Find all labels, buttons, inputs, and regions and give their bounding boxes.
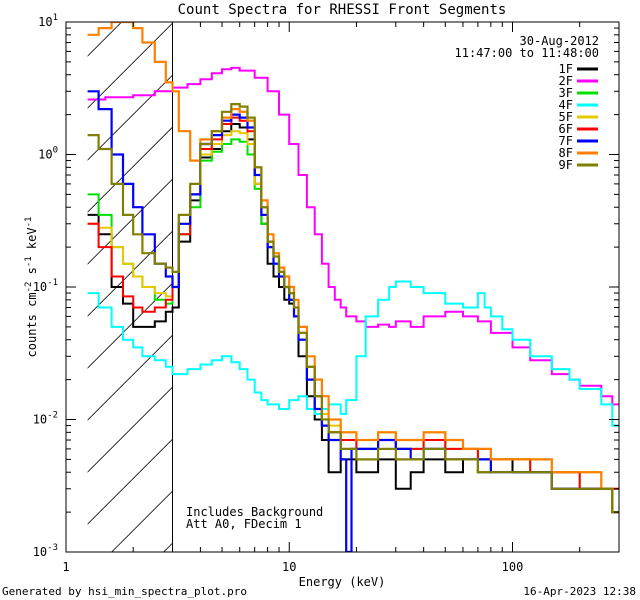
- hatch-line: [580, 0, 640, 552]
- legend-label-4F: 4F: [559, 98, 573, 112]
- timestamp-label: 16-Apr-2023 12:38: [523, 585, 636, 598]
- legend-label-1F: 1F: [559, 62, 573, 76]
- hatch-line: [87, 334, 173, 421]
- y-tick-label: 10-2: [33, 411, 58, 427]
- series-3F-line: [87, 138, 619, 514]
- chart-title: Count Spectra for RHESSI Front Segments: [178, 2, 507, 18]
- y-tick-label: 10-1: [33, 278, 58, 294]
- legend-label-2F: 2F: [559, 74, 573, 88]
- y-tick-label: 100: [38, 146, 58, 162]
- hatch-line: [320, 0, 640, 552]
- legend-label-9F: 9F: [559, 158, 573, 172]
- series-group: [87, 22, 619, 552]
- y-axis-label: counts cm-2 s-1 keV-1: [24, 217, 39, 358]
- x-axis-label: Energy (keV): [299, 575, 386, 589]
- legend-label-7F: 7F: [559, 134, 573, 148]
- hatch-line: [87, 386, 173, 473]
- y-tick-label: 101: [38, 13, 58, 29]
- legend-label-8F: 8F: [559, 146, 573, 160]
- legend-label-5F: 5F: [559, 110, 573, 124]
- hatch-line: [528, 0, 640, 552]
- hatch-line: [87, 126, 173, 213]
- x-tick-label: 1: [62, 560, 69, 574]
- generated-by-label: Generated by hsi_min_spectra_plot.pro: [2, 585, 247, 598]
- axis-ticks: 1 10 100 10-3 10-2 10-1 100 101: [33, 13, 620, 574]
- annotation-background: Includes Background: [186, 505, 323, 519]
- hatch-line: [268, 0, 640, 552]
- hatch-line: [424, 0, 640, 552]
- hatch-line: [87, 22, 123, 57]
- time-range-label: 11:47:00 to 11:48:00: [455, 46, 600, 60]
- y-tick-label: 10-3: [33, 543, 58, 559]
- legend-label-3F: 3F: [559, 86, 573, 100]
- annotation-attenuator: Att A0, FDecim 1: [186, 517, 302, 531]
- date-label: 30-Aug-2012: [520, 34, 599, 48]
- hatch-line: [87, 438, 173, 525]
- x-tick-label: 100: [502, 560, 524, 574]
- hatch-line: [87, 178, 173, 265]
- hatch-line: [372, 0, 640, 552]
- hatched-region: [87, 0, 640, 552]
- series-1F-line: [87, 123, 619, 514]
- legend-label-6F: 6F: [559, 122, 573, 136]
- x-tick-label: 10: [282, 560, 296, 574]
- series-7F-line: [87, 90, 619, 552]
- hatch-line: [87, 74, 173, 161]
- series-9F-line: [87, 103, 619, 514]
- hatch-line: [632, 0, 640, 552]
